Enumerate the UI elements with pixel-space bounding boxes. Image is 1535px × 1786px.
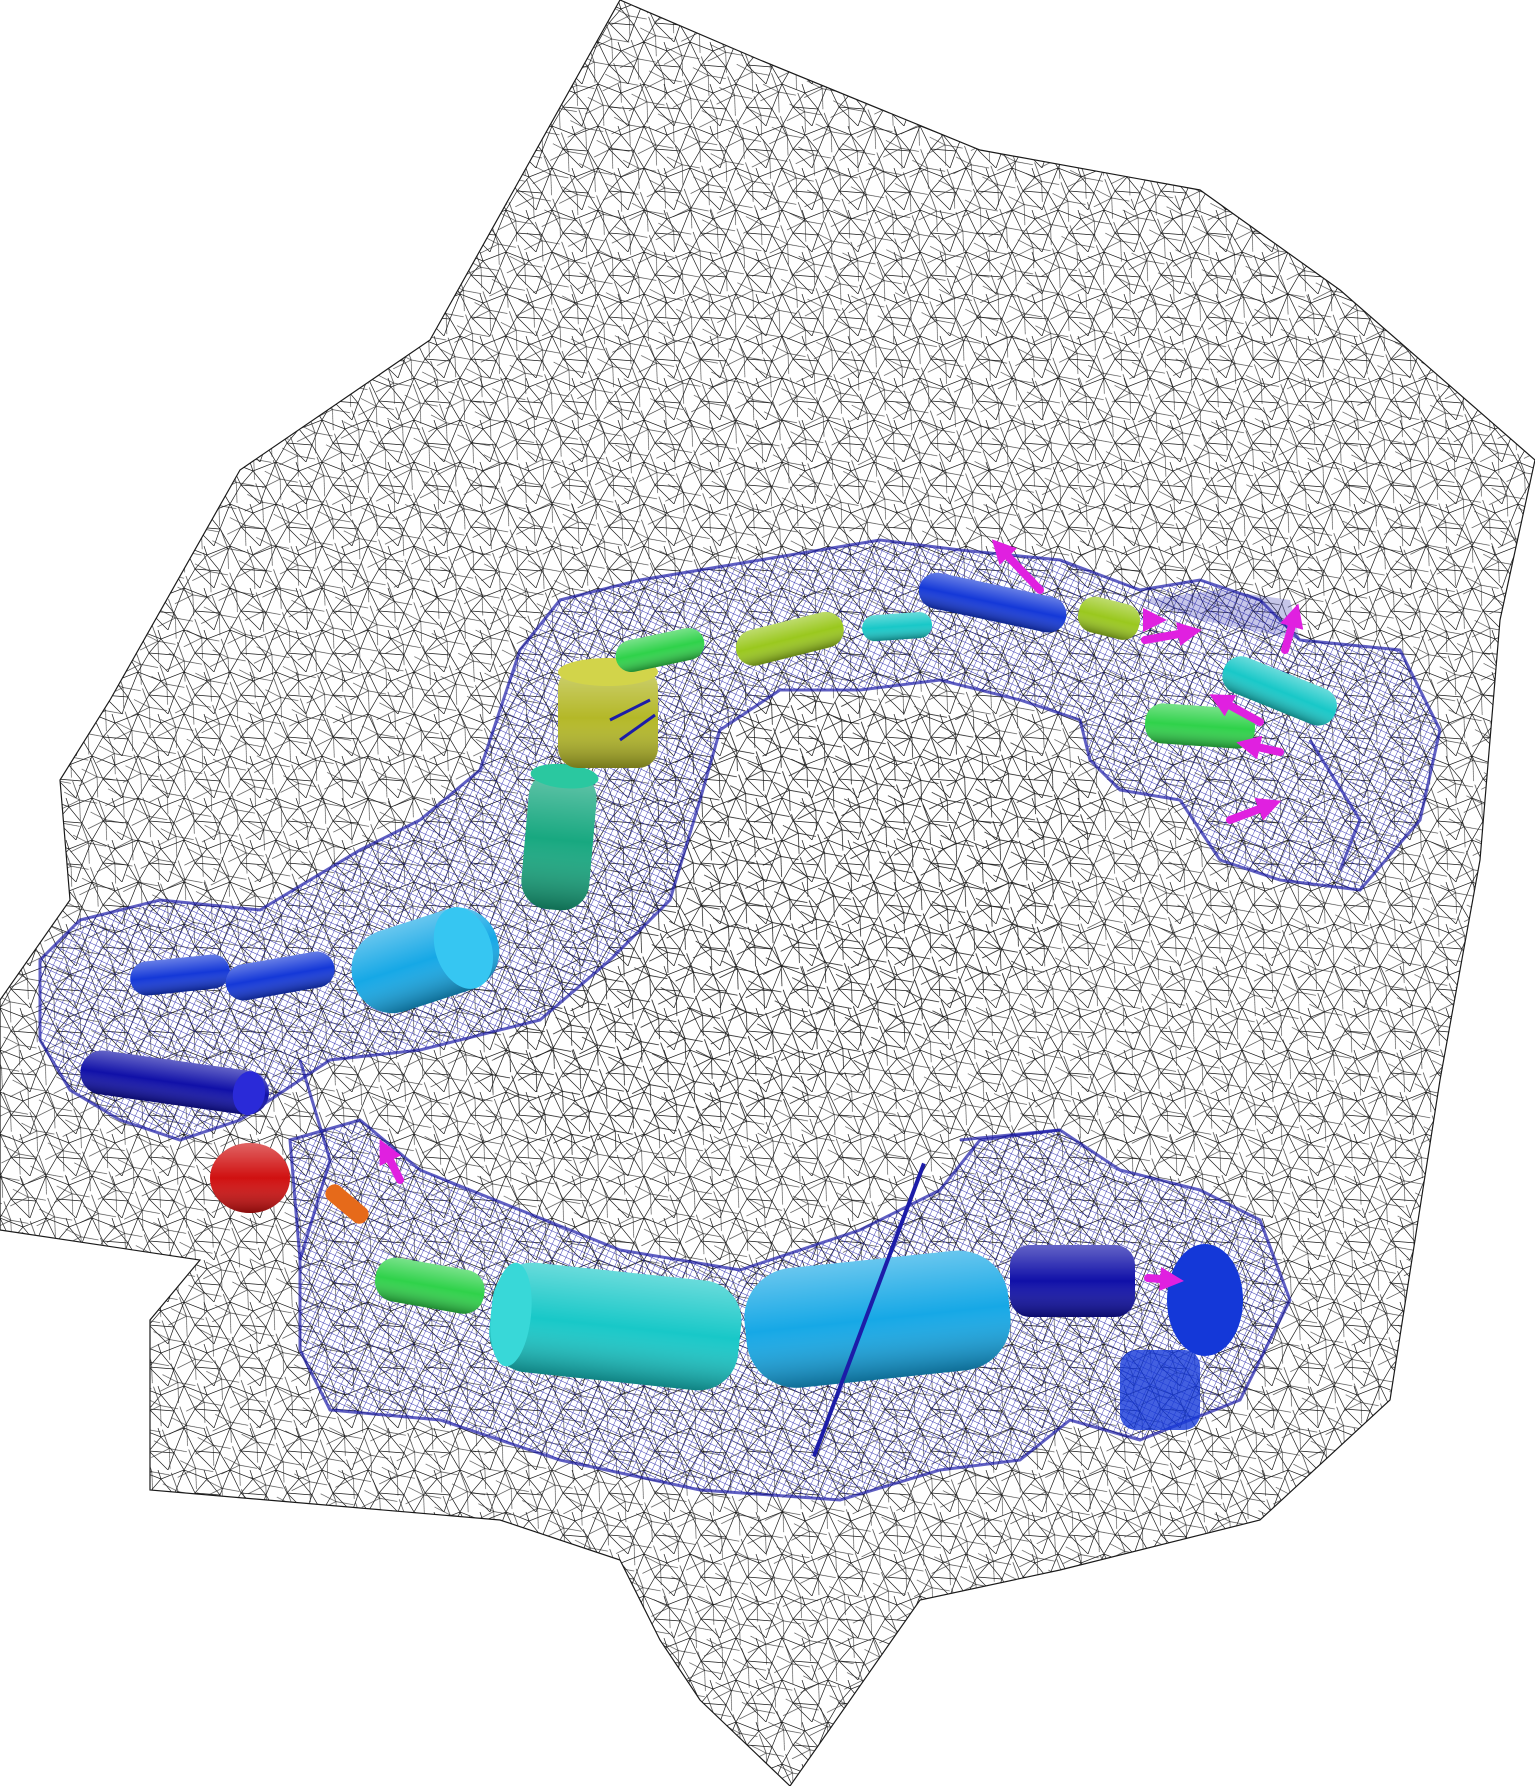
cyan-cylinder-top <box>862 612 933 642</box>
magenta-arrows <box>379 539 1304 1291</box>
cyan-cylinder-right <box>1222 656 1337 726</box>
navy-cylinder-bottom-right <box>1010 1245 1135 1317</box>
yellow-green-cylinder-top <box>735 611 844 666</box>
green-cylinder-top-a <box>615 627 705 673</box>
magenta-arrow <box>1226 797 1282 824</box>
navy-cylinder-left-lower <box>80 1050 269 1116</box>
blue-cylinder-left-upper-a <box>130 954 230 996</box>
blue-cylinder-left-upper-b <box>225 951 335 1001</box>
red-sphere <box>210 1143 290 1213</box>
olive-cylinder <box>558 658 658 768</box>
magenta-arrow <box>991 539 1044 594</box>
channel-edge-strokes <box>298 739 1362 1261</box>
magenta-arrow <box>1141 622 1202 646</box>
orange-small-cylinder <box>325 1184 369 1224</box>
cyan-cylinder-bottom <box>489 1262 742 1391</box>
magenta-arrow <box>1209 694 1264 726</box>
magenta-arrow <box>1236 735 1284 760</box>
blue-cylinder-top <box>918 572 1067 633</box>
magenta-arrow <box>1280 603 1304 654</box>
sky-cylinder-left <box>351 907 500 1014</box>
teal-cylinder-vertical <box>521 763 599 911</box>
magenta-arrow <box>1144 1267 1184 1291</box>
sky-cylinder-bottom <box>744 1162 1011 1458</box>
green-cylinder-bottom <box>375 1257 485 1314</box>
magenta-arrow <box>379 1139 404 1184</box>
objects <box>80 539 1362 1458</box>
yellow-green-cylinder-top-right <box>1077 596 1141 640</box>
blue-disc-bottom-right <box>1120 1244 1243 1430</box>
